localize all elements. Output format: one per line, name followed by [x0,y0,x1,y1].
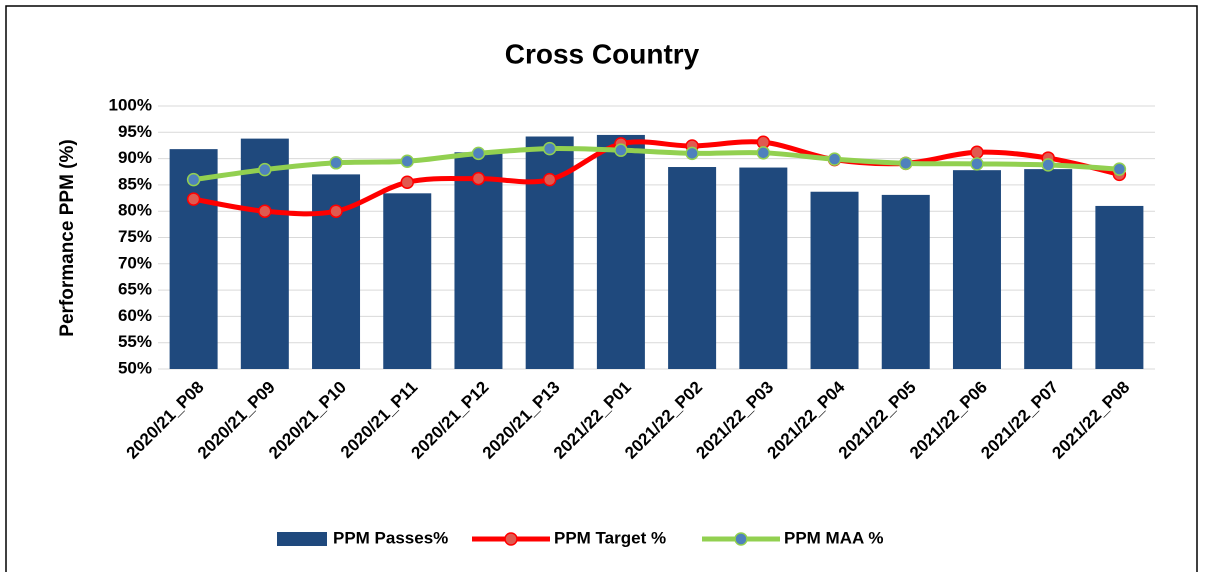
legend-label: PPM Passes% [333,528,448,547]
bar [240,138,289,369]
line-marker [1041,158,1055,172]
bar [881,194,930,369]
y-tick-label: 90% [118,148,152,167]
line-marker [542,172,557,187]
y-tick-label: 95% [118,122,152,141]
y-tick-label: 65% [118,280,152,299]
line-marker [756,146,771,160]
legend-swatch [277,532,327,546]
y-tick-label: 70% [118,253,152,272]
line-marker [899,156,913,171]
line-marker [471,171,486,186]
line-marker [542,141,557,156]
y-tick-label: 80% [118,201,152,220]
line-marker [471,146,486,161]
line-marker [258,204,272,218]
bar [1095,205,1144,369]
line-marker [258,162,272,177]
bar [668,167,717,369]
y-tick-label: 50% [118,358,152,377]
legend-label: PPM Target % [554,528,666,547]
legend-swatch [504,532,518,546]
line [193,139,1120,217]
bar [383,193,432,369]
y-axis-label: Performance PPM (%) [57,139,78,336]
line-marker [970,145,984,160]
chart-title: Cross Country [505,38,700,69]
line-marker [186,192,201,206]
line-marker [1112,162,1127,176]
line-marker [186,172,201,187]
line-marker [400,175,414,190]
y-tick-label: 100% [109,95,152,114]
bar [739,167,788,369]
line-marker [329,156,343,170]
y-tick-label: 85% [118,174,152,193]
line-marker [329,204,343,218]
line-marker [827,152,842,166]
legend-swatch [734,532,748,546]
bar [952,170,1001,369]
y-tick-label: 55% [118,332,152,351]
bar [596,134,645,369]
legend-label: PPM MAA % [784,528,884,547]
line-marker [970,157,984,171]
y-tick-label: 60% [118,306,152,325]
bar [1024,169,1073,369]
line-marker [400,154,414,168]
line-marker [614,143,628,157]
y-tick-label: 75% [118,227,152,246]
bar [810,191,859,369]
line-marker [685,146,699,161]
bar [454,152,503,369]
